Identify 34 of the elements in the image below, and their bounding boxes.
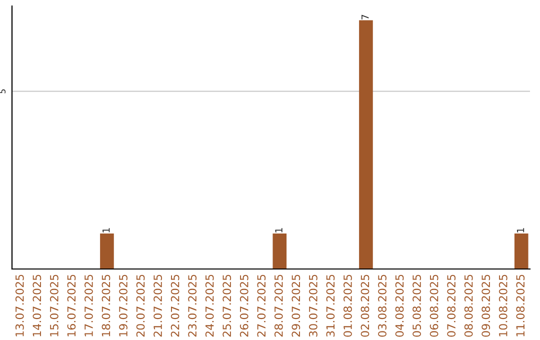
x-tick-label: 05.08.2025: [412, 274, 421, 337]
x-tick-label: 26.07.2025: [240, 274, 248, 337]
data-label: 1: [102, 228, 110, 232]
x-tick-label: 10.08.2025: [498, 274, 508, 336]
x-tick-label: 02.08.2025: [360, 274, 370, 337]
x-tick-label: 15.07.2025: [50, 274, 58, 336]
x-tick-label: 27.07.2025: [257, 274, 266, 337]
x-tick-label: 03.08.2025: [378, 274, 386, 337]
data-label: 1: [516, 228, 524, 232]
x-tick-label: 07.08.2025: [447, 274, 456, 337]
x-tick-label: 17.07.2025: [84, 274, 93, 336]
x-tick-label: 31.07.2025: [326, 274, 335, 337]
data-label: 1: [275, 228, 282, 232]
x-tick-label: 04.08.2025: [395, 274, 404, 337]
x-tick-label: 13.07.2025: [15, 274, 24, 336]
x-tick-label: 29.07.2025: [292, 274, 300, 337]
x-tick-label: 24.07.2025: [205, 274, 214, 337]
x-tick-label: 18.07.2025: [102, 274, 110, 336]
x-tick-label: 23.07.2025: [188, 274, 197, 337]
x-tick-label: 25.07.2025: [222, 274, 232, 337]
x-tick-label: 21.07.2025: [154, 274, 162, 337]
x-tick-label: 09.08.2025: [482, 274, 490, 337]
x-tick-label: 08.08.2025: [464, 274, 473, 337]
x-tick-label: 14.07.2025: [32, 274, 42, 336]
x-tick-label: 19.07.2025: [119, 274, 128, 336]
x-tick-label: 20.07.2025: [136, 274, 145, 337]
x-tick-label: 22.07.2025: [170, 274, 180, 337]
x-tick-label: 28.07.2025: [274, 274, 283, 337]
x-tick-label: 01.08.2025: [344, 274, 352, 337]
x-tick-label: 06.08.2025: [430, 274, 438, 337]
data-label: 7: [362, 14, 369, 20]
x-tick-label: 16.07.2025: [67, 274, 76, 336]
x-tick-label: 11.08.2025: [516, 274, 525, 336]
x-tick-label: 30.07.2025: [308, 274, 318, 337]
